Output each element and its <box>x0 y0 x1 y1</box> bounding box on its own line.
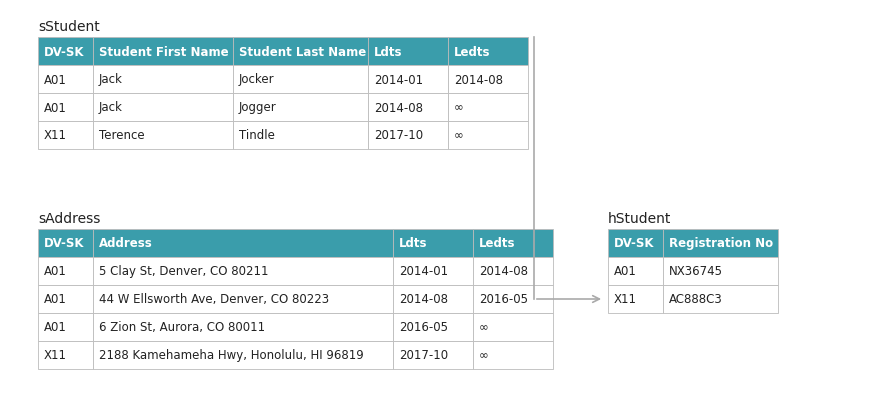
Bar <box>448 94 527 122</box>
Text: 5 Clay St, Denver, CO 80211: 5 Clay St, Denver, CO 80211 <box>99 265 269 278</box>
Text: Ledts: Ledts <box>479 237 515 250</box>
Bar <box>473 341 553 369</box>
Text: 2016-05: 2016-05 <box>479 293 527 306</box>
Bar <box>662 285 777 313</box>
Text: 2014-08: 2014-08 <box>454 73 502 86</box>
Bar <box>233 122 368 150</box>
Bar <box>393 257 473 285</box>
Bar <box>38 313 93 341</box>
Bar <box>93 341 393 369</box>
Text: ∞: ∞ <box>454 129 463 142</box>
Text: 2017-10: 2017-10 <box>374 129 422 142</box>
Bar <box>473 313 553 341</box>
Text: A01: A01 <box>614 265 636 278</box>
Bar <box>368 66 448 94</box>
Text: X11: X11 <box>614 293 636 306</box>
Bar <box>38 257 93 285</box>
Text: Jogger: Jogger <box>239 101 276 114</box>
Bar <box>448 38 527 66</box>
Text: Terence: Terence <box>99 129 144 142</box>
Text: DV-SK: DV-SK <box>44 45 84 59</box>
Text: hStudent: hStudent <box>607 211 671 225</box>
Bar <box>473 257 553 285</box>
Text: Registration No: Registration No <box>668 237 773 250</box>
Bar <box>473 285 553 313</box>
Text: AC888C3: AC888C3 <box>668 293 722 306</box>
Text: A01: A01 <box>44 293 67 306</box>
Bar <box>448 122 527 150</box>
Bar <box>662 229 777 257</box>
Text: 44 W Ellsworth Ave, Denver, CO 80223: 44 W Ellsworth Ave, Denver, CO 80223 <box>99 293 328 306</box>
Bar <box>607 229 662 257</box>
Text: A01: A01 <box>44 265 67 278</box>
Text: Student First Name: Student First Name <box>99 45 229 59</box>
Bar <box>368 38 448 66</box>
Bar <box>93 38 233 66</box>
Text: Tindle: Tindle <box>239 129 275 142</box>
Bar <box>93 285 393 313</box>
Text: 2016-05: 2016-05 <box>399 321 448 334</box>
Text: Ldts: Ldts <box>374 45 402 59</box>
Bar <box>38 341 93 369</box>
Bar <box>93 66 233 94</box>
Text: Jack: Jack <box>99 73 123 86</box>
Bar <box>393 341 473 369</box>
Bar <box>607 285 662 313</box>
Bar <box>93 122 233 150</box>
Bar <box>233 66 368 94</box>
Bar <box>93 257 393 285</box>
Bar <box>38 229 93 257</box>
Bar <box>393 285 473 313</box>
Bar <box>448 66 527 94</box>
Bar <box>38 122 93 150</box>
Text: NX36745: NX36745 <box>668 265 722 278</box>
Text: Ldts: Ldts <box>399 237 427 250</box>
Bar <box>368 122 448 150</box>
Bar <box>93 313 393 341</box>
Bar <box>662 257 777 285</box>
Bar <box>233 38 368 66</box>
Text: sStudent: sStudent <box>38 20 100 34</box>
Text: X11: X11 <box>44 129 67 142</box>
Text: ∞: ∞ <box>479 321 488 334</box>
Text: 2014-01: 2014-01 <box>374 73 422 86</box>
Text: ∞: ∞ <box>479 348 488 362</box>
Text: DV-SK: DV-SK <box>44 237 84 250</box>
Text: 2014-08: 2014-08 <box>399 293 448 306</box>
Bar <box>393 229 473 257</box>
Text: 2014-08: 2014-08 <box>374 101 422 114</box>
Bar <box>93 229 393 257</box>
Bar <box>607 257 662 285</box>
Bar <box>368 94 448 122</box>
Bar <box>38 94 93 122</box>
Text: Jack: Jack <box>99 101 123 114</box>
Text: 2017-10: 2017-10 <box>399 348 448 362</box>
Text: 2014-08: 2014-08 <box>479 265 527 278</box>
Bar <box>38 285 93 313</box>
Bar <box>233 94 368 122</box>
Text: DV-SK: DV-SK <box>614 237 653 250</box>
Text: Address: Address <box>99 237 153 250</box>
Text: A01: A01 <box>44 73 67 86</box>
Text: 6 Zion St, Aurora, CO 80011: 6 Zion St, Aurora, CO 80011 <box>99 321 265 334</box>
Text: 2014-01: 2014-01 <box>399 265 448 278</box>
Text: Jocker: Jocker <box>239 73 275 86</box>
Bar <box>38 66 93 94</box>
Text: ∞: ∞ <box>454 101 463 114</box>
Bar <box>93 94 233 122</box>
Text: A01: A01 <box>44 321 67 334</box>
Text: A01: A01 <box>44 101 67 114</box>
Text: Student Last Name: Student Last Name <box>239 45 366 59</box>
Bar <box>473 229 553 257</box>
Text: Ledts: Ledts <box>454 45 490 59</box>
Text: sAddress: sAddress <box>38 211 100 225</box>
Bar <box>38 38 93 66</box>
Bar <box>393 313 473 341</box>
Text: 2188 Kamehameha Hwy, Honolulu, HI 96819: 2188 Kamehameha Hwy, Honolulu, HI 96819 <box>99 348 363 362</box>
Text: X11: X11 <box>44 348 67 362</box>
